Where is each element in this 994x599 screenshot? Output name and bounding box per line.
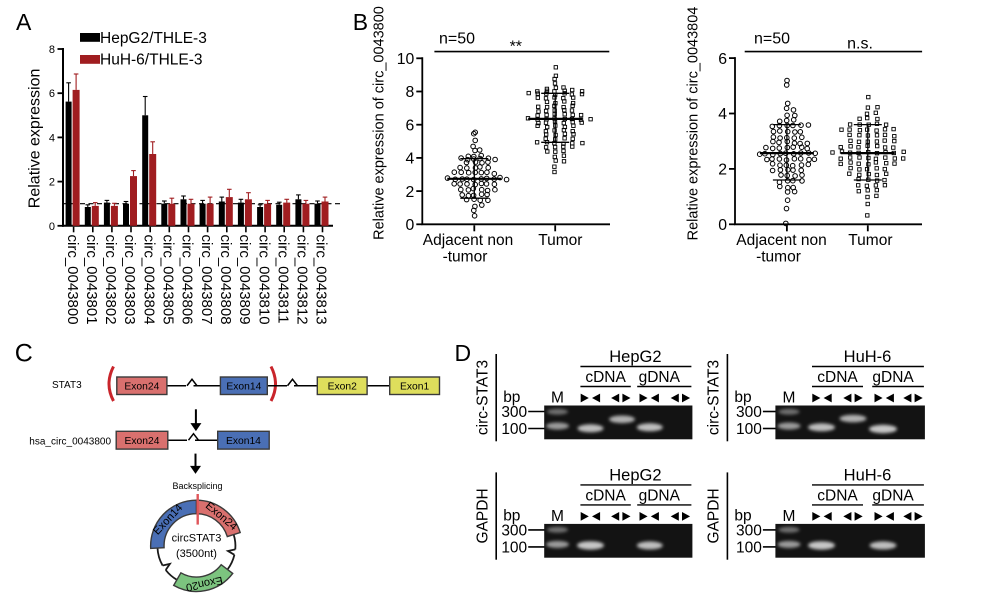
svg-text:100: 100 [736,539,762,556]
svg-text:circ_0043810: circ_0043810 [255,235,272,325]
svg-text:Backsplicing: Backsplicing [172,481,222,491]
svg-text:Exon24: Exon24 [125,436,160,447]
svg-text:M: M [783,508,796,525]
svg-text:Tumor: Tumor [848,232,892,249]
svg-text:circ_0043812: circ_0043812 [294,235,311,325]
svg-text:Exon24: Exon24 [124,382,159,393]
svg-text:circ_0043802: circ_0043802 [102,235,119,325]
svg-text:cDNA: cDNA [585,369,626,386]
svg-text:100: 100 [501,421,527,438]
svg-text:2: 2 [406,184,415,201]
svg-text:circ-STAT3: circ-STAT3 [706,360,723,435]
svg-text:A: A [16,9,32,35]
svg-text:n=50: n=50 [754,31,790,48]
svg-text:gDNA: gDNA [872,487,914,504]
svg-text:6: 6 [718,51,727,68]
svg-text:bp: bp [734,389,751,406]
svg-text:bp: bp [503,507,520,524]
svg-text:cDNA: cDNA [817,369,858,386]
svg-text:2: 2 [49,177,55,189]
svg-text:B: B [353,9,368,35]
svg-text:gDNA: gDNA [872,369,914,386]
svg-text:circ_0043800: circ_0043800 [64,235,81,325]
svg-text:HepG2/THLE-3: HepG2/THLE-3 [100,30,207,47]
svg-text:circ_0043808: circ_0043808 [217,235,234,325]
svg-text:4: 4 [406,151,415,168]
svg-text:300: 300 [736,522,762,539]
svg-text:circSTAT3: circSTAT3 [172,533,222,545]
svg-text:M: M [551,508,564,525]
svg-text:GAPDH: GAPDH [706,488,723,543]
svg-text:Exon14: Exon14 [226,382,261,393]
svg-text:GAPDH: GAPDH [475,488,492,543]
svg-text:Tumor: Tumor [538,232,582,249]
svg-text:D: D [455,340,472,366]
svg-text:circ_0043803: circ_0043803 [121,235,138,325]
svg-text:C: C [15,339,33,367]
svg-text:STAT3: STAT3 [52,380,82,391]
svg-text:circ_0043811: circ_0043811 [274,235,291,324]
svg-text:6: 6 [406,117,415,134]
svg-text:circ_0043806: circ_0043806 [179,235,196,325]
svg-text:6: 6 [49,88,55,100]
svg-text:n.s.: n.s. [847,36,873,53]
svg-text:gDNA: gDNA [639,369,681,386]
svg-text:300: 300 [736,404,762,421]
svg-text:cDNA: cDNA [817,487,858,504]
svg-text:10: 10 [397,51,415,68]
svg-text:HuH-6/THLE-3: HuH-6/THLE-3 [100,51,203,68]
svg-text:Relative expression: Relative expression [27,69,44,209]
svg-text:HuH-6: HuH-6 [844,466,892,484]
svg-text:4: 4 [49,132,55,144]
svg-text:Exon1: Exon1 [400,382,429,393]
svg-text:HuH-6: HuH-6 [844,348,892,366]
svg-text:4: 4 [718,106,727,123]
svg-text:bp: bp [734,507,751,524]
svg-text:300: 300 [501,522,527,539]
svg-text:2: 2 [718,162,727,179]
svg-text:Adjacent non: Adjacent non [736,232,827,249]
svg-text:bp: bp [503,389,520,406]
svg-text:8: 8 [49,44,55,56]
svg-text:cDNA: cDNA [585,487,626,504]
svg-text:M: M [783,390,796,407]
svg-text:-tumor: -tumor [443,249,488,266]
svg-text:circ-STAT3: circ-STAT3 [475,360,492,435]
svg-text:**: ** [510,39,522,56]
svg-text:hsa_circ_0043800: hsa_circ_0043800 [29,436,111,447]
svg-text:M: M [551,390,564,407]
svg-text:0: 0 [718,217,727,234]
svg-text:Relative expression of circ_00: Relative expression of circ_0043804 [686,7,702,241]
svg-text:Relative expression of circ_00: Relative expression of circ_0043800 [372,6,388,240]
svg-text:HepG2: HepG2 [609,348,661,366]
svg-text:circ_0043813: circ_0043813 [313,235,330,325]
svg-text:300: 300 [501,404,527,421]
svg-text:Exon14: Exon14 [226,436,261,447]
svg-text:-tumor: -tumor [756,249,801,266]
svg-text:Exon2: Exon2 [328,382,357,393]
svg-text:gDNA: gDNA [639,487,681,504]
svg-text:0: 0 [49,221,55,233]
svg-text:circ_0043807: circ_0043807 [198,235,215,325]
svg-text:circ_0043805: circ_0043805 [160,235,177,325]
svg-text:circ_0043804: circ_0043804 [140,235,157,325]
svg-text:(3500nt): (3500nt) [176,548,217,560]
svg-text:Adjacent non: Adjacent non [423,232,514,249]
svg-text:HepG2: HepG2 [609,466,661,484]
svg-text:circ_0043809: circ_0043809 [236,235,253,325]
svg-text:0: 0 [406,217,415,234]
svg-text:100: 100 [501,539,527,556]
svg-text:circ_0043801: circ_0043801 [83,235,100,325]
svg-text:n=50: n=50 [439,31,475,48]
svg-text:8: 8 [406,84,415,101]
svg-text:100: 100 [736,421,762,438]
